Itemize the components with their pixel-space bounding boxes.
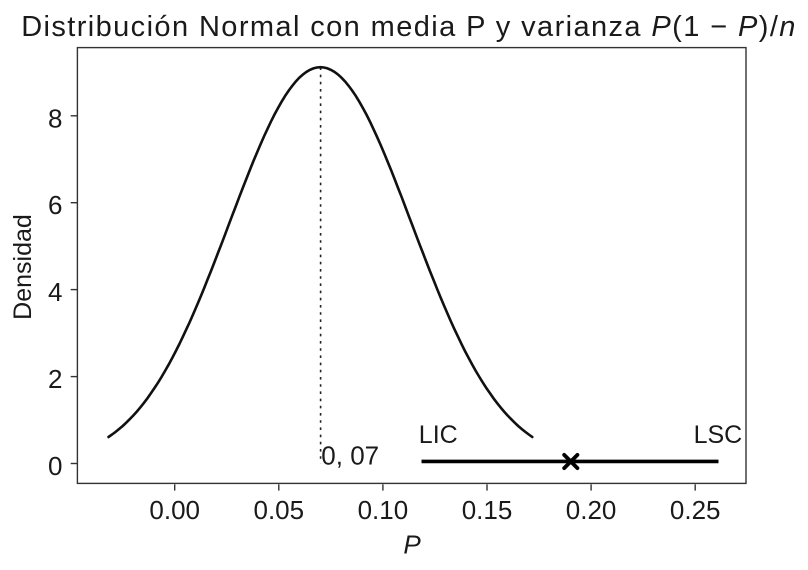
svg-text:4: 4 (48, 277, 62, 307)
svg-text:0.05: 0.05 (253, 495, 304, 525)
svg-text:0.00: 0.00 (149, 495, 200, 525)
svg-text:0: 0 (48, 451, 62, 481)
svg-text:LSC: LSC (694, 421, 743, 449)
svg-text:0.10: 0.10 (358, 495, 409, 525)
svg-text:6: 6 (48, 190, 62, 220)
svg-text:Densidad: Densidad (9, 214, 37, 320)
svg-text:2: 2 (48, 364, 62, 394)
svg-text:0.15: 0.15 (462, 495, 513, 525)
svg-text:0.20: 0.20 (566, 495, 617, 525)
svg-text:0.25: 0.25 (670, 495, 721, 525)
svg-text:8: 8 (48, 103, 62, 133)
svg-text:LIC: LIC (419, 421, 458, 449)
svg-text:0, 07: 0, 07 (321, 441, 379, 471)
svg-text:P: P (403, 530, 421, 560)
svg-text:Distribución Normal con media: Distribución Normal con media P y varian… (21, 11, 797, 43)
